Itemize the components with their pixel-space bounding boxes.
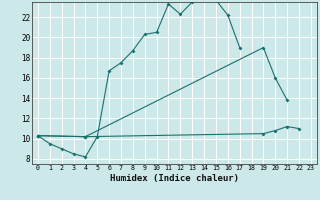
X-axis label: Humidex (Indice chaleur): Humidex (Indice chaleur) [110, 174, 239, 183]
